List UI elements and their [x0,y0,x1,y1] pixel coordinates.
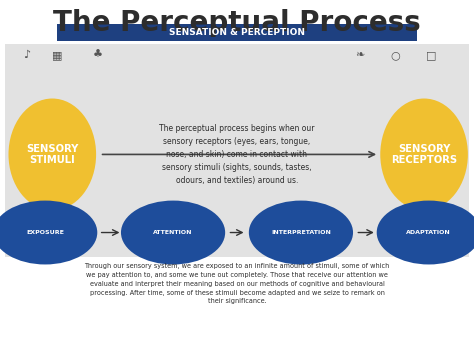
Text: ♣: ♣ [92,50,102,60]
Text: ♪: ♪ [23,50,30,60]
Text: EXPOSURE: EXPOSURE [26,230,64,235]
Ellipse shape [249,201,353,264]
Ellipse shape [9,98,96,210]
Text: The Perceptual Process: The Perceptual Process [53,9,421,37]
FancyBboxPatch shape [5,44,469,257]
FancyBboxPatch shape [57,24,417,41]
Text: ATTENTION: ATTENTION [153,230,193,235]
Text: SENSORY
RECEPTORS: SENSORY RECEPTORS [391,144,457,165]
Text: The perceptual process begins when our
sensory receptors (eyes, ears, tongue,
no: The perceptual process begins when our s… [159,124,315,185]
Text: ○: ○ [391,50,401,60]
Ellipse shape [0,201,97,264]
Text: □: □ [426,50,437,60]
Text: SENSORY
STIMULI: SENSORY STIMULI [26,144,79,165]
Ellipse shape [121,201,225,264]
Ellipse shape [380,98,468,210]
Text: SENSATION & PERCEPTION: SENSATION & PERCEPTION [169,28,305,37]
Text: INTERPRETATION: INTERPRETATION [271,230,331,235]
Text: ❧: ❧ [356,50,365,60]
Ellipse shape [377,201,474,264]
Text: Through our sensory system, we are exposed to an infinite amount of stimuli, som: Through our sensory system, we are expos… [84,263,390,304]
Text: ADAPTATION: ADAPTATION [406,230,451,235]
Text: ▦: ▦ [52,50,62,60]
